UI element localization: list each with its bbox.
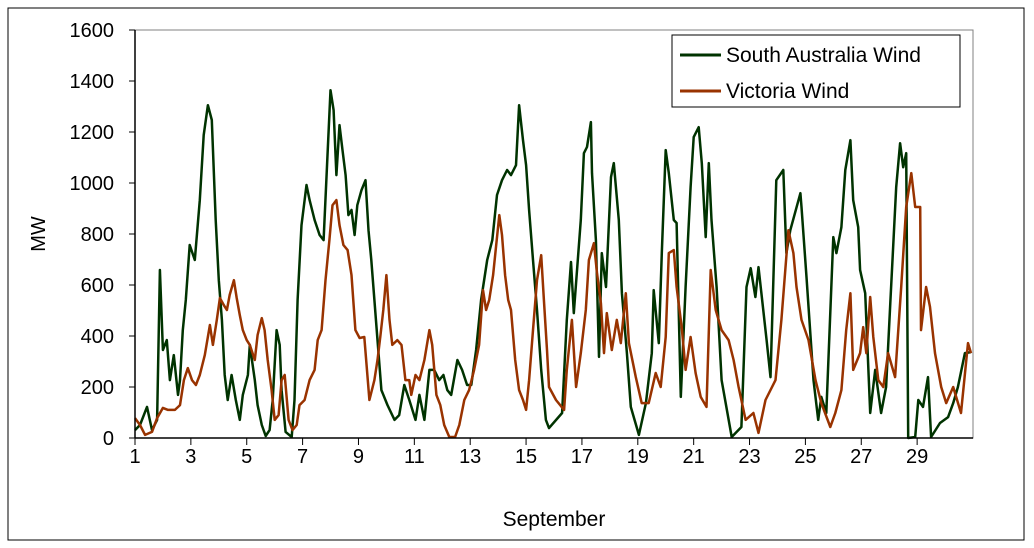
x-tick-label: 3 [185,446,196,468]
x-ticks: 1 3 5 7 9 11 13 15 17 19 21 23 25 27 29 [129,438,928,468]
legend-label-victoria: Victoria Wind [726,80,849,103]
x-tick-label: 11 [404,446,425,468]
y-tick-label: 1000 [70,173,115,195]
x-tick-label: 13 [459,446,481,468]
legend: South Australia Wind Victoria Wind [671,34,961,108]
y-ticks: 0 200 400 600 800 1000 1200 1400 1600 [70,20,135,450]
y-tick-label: 1400 [70,71,115,93]
legend-box [671,34,961,108]
x-tick-label: 29 [906,446,928,468]
x-tick-label: 27 [850,446,872,468]
y-tick-label: 400 [81,326,114,348]
x-axis-label: September [503,508,606,531]
x-tick-label: 21 [683,446,705,468]
y-tick-label: 1600 [70,20,115,42]
x-tick-label: 9 [353,446,364,468]
y-axis-label: MW [28,216,50,252]
series-line-victoria-wind [133,171,973,439]
y-tick-label: 1200 [70,122,115,144]
y-tick-label: 200 [81,377,114,399]
x-tick-label: 15 [515,446,537,468]
x-tick-label: 17 [571,446,593,468]
x-tick-label: 23 [738,446,760,468]
legend-label-south-australia: South Australia Wind [726,44,921,67]
x-tick-label: 5 [241,446,252,468]
y-tick-label: 800 [81,224,114,246]
series-line-south-australia-wind [134,88,972,440]
x-tick-label: 1 [129,446,140,468]
y-tick-label: 0 [103,428,114,450]
series-layer [133,88,973,440]
x-tick-label: 25 [794,446,816,468]
x-tick-label: 7 [297,446,308,468]
x-tick-label: 19 [627,446,649,468]
y-tick-label: 600 [81,275,114,297]
